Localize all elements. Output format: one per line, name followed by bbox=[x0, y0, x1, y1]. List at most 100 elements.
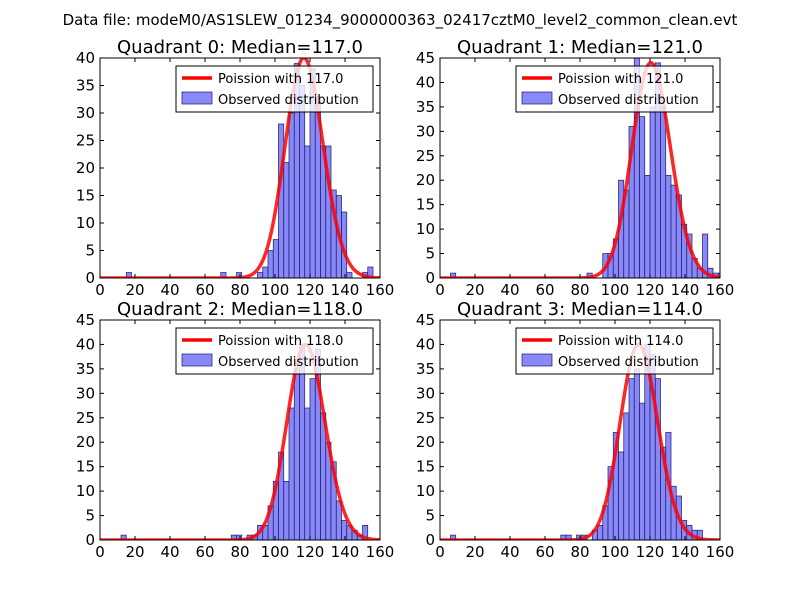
y-tick-label: 20 bbox=[76, 159, 95, 177]
legend-bar-swatch bbox=[521, 353, 553, 367]
x-tick-label: 80 bbox=[570, 543, 589, 561]
histogram-bar bbox=[670, 184, 677, 278]
y-tick-label: 40 bbox=[416, 73, 435, 91]
legend: Poission with 121.0 Observed distribution bbox=[515, 65, 714, 113]
histogram-bar bbox=[649, 106, 656, 278]
histogram-bar bbox=[257, 272, 264, 278]
panel-title: Quadrant 2: Median=118.0 bbox=[117, 299, 363, 320]
x-tick-label: 80 bbox=[230, 281, 249, 299]
x-tick-label: 20 bbox=[465, 543, 484, 561]
x-tick-label: 40 bbox=[160, 543, 179, 561]
y-tick-label: 0 bbox=[85, 531, 95, 549]
x-tick-label: 80 bbox=[230, 543, 249, 561]
x-tick-label: 0 bbox=[435, 543, 445, 561]
y-tick-label: 5 bbox=[85, 507, 95, 525]
histogram-bar bbox=[633, 368, 640, 540]
x-tick-label: 40 bbox=[500, 543, 519, 561]
y-tick-label: 30 bbox=[416, 122, 435, 140]
x-tick-label: 160 bbox=[706, 543, 735, 561]
legend-bar-swatch bbox=[521, 91, 553, 105]
histogram-bar bbox=[367, 266, 374, 278]
y-tick-label: 25 bbox=[416, 409, 435, 427]
y-tick-label: 10 bbox=[76, 482, 95, 500]
histogram-bar bbox=[283, 162, 290, 278]
x-tick-label: 40 bbox=[500, 281, 519, 299]
histogram-bar bbox=[267, 250, 274, 278]
x-tick-label: 0 bbox=[435, 281, 445, 299]
y-tick-label: 5 bbox=[425, 245, 435, 263]
x-tick-label: 80 bbox=[570, 281, 589, 299]
histogram-bar bbox=[696, 529, 703, 540]
y-tick-label: 35 bbox=[416, 98, 435, 116]
legend-line-label: Poission with 117.0 bbox=[218, 72, 343, 87]
panel-title: Quadrant 1: Median=121.0 bbox=[457, 37, 703, 58]
histogram-bar bbox=[299, 85, 306, 278]
x-tick-label: 120 bbox=[636, 281, 665, 299]
y-tick-label: 30 bbox=[416, 384, 435, 402]
y-tick-label: 25 bbox=[76, 409, 95, 427]
y-tick-label: 35 bbox=[76, 77, 95, 95]
x-tick-label: 160 bbox=[706, 281, 735, 299]
x-tick-label: 60 bbox=[195, 281, 214, 299]
x-tick-label: 20 bbox=[465, 281, 484, 299]
panel-title: Quadrant 0: Median=117.0 bbox=[117, 37, 363, 58]
histogram-bar bbox=[623, 412, 630, 540]
histogram-bar bbox=[639, 116, 646, 278]
panel-quadrant-1: Quadrant 1: Median=121.0 0 20 40 60 80 100 120 1… bbox=[416, 37, 734, 299]
legend-line-label: Poission with 114.0 bbox=[558, 334, 683, 349]
y-tick-label: 10 bbox=[76, 214, 95, 232]
x-tick-label: 140 bbox=[671, 543, 700, 561]
histogram-bars bbox=[125, 63, 374, 278]
y-tick-label: 45 bbox=[76, 311, 95, 329]
histogram-bar bbox=[309, 378, 316, 540]
y-tick-label: 5 bbox=[425, 507, 435, 525]
x-tick-label: 160 bbox=[366, 543, 395, 561]
x-tick-label: 20 bbox=[125, 281, 144, 299]
histogram-bar bbox=[278, 123, 285, 278]
histogram-bar bbox=[341, 520, 348, 540]
legend-bar-swatch bbox=[181, 353, 213, 367]
legend-bar-label: Observed distribution bbox=[558, 93, 699, 108]
figure-title: Data file: modeM0/AS1SLEW_01234_90000003… bbox=[63, 11, 738, 30]
y-tick-label: 15 bbox=[76, 458, 95, 476]
x-tick-label: 140 bbox=[671, 281, 700, 299]
y-tick-label: 30 bbox=[76, 384, 95, 402]
histogram-bar bbox=[293, 368, 300, 540]
panel-title: Quadrant 3: Median=114.0 bbox=[457, 299, 703, 320]
x-tick-label: 120 bbox=[296, 281, 325, 299]
histogram-bar bbox=[639, 402, 646, 540]
y-tick-label: 40 bbox=[416, 335, 435, 353]
y-tick-label: 20 bbox=[416, 171, 435, 189]
x-tick-label: 160 bbox=[366, 281, 395, 299]
histogram-bar bbox=[644, 174, 651, 278]
x-tick-label: 100 bbox=[601, 281, 630, 299]
x-tick-label: 60 bbox=[535, 281, 554, 299]
histogram-bar bbox=[618, 451, 625, 540]
panel-quadrant-0: Quadrant 0: Median=117.00 20 40 60 80 100 120 1… bbox=[76, 37, 394, 299]
x-tick-label: 140 bbox=[331, 281, 360, 299]
legend-bar-swatch bbox=[181, 91, 213, 105]
y-tick-label: 35 bbox=[76, 360, 95, 378]
y-tick-label: 40 bbox=[76, 49, 95, 67]
histogram-bar bbox=[346, 272, 353, 278]
y-tick-label: 25 bbox=[416, 147, 435, 165]
y-tick-label: 45 bbox=[416, 311, 435, 329]
x-tick-label: 40 bbox=[160, 281, 179, 299]
x-tick-label: 100 bbox=[601, 543, 630, 561]
legend: Poission with 117.0 Observed distribution bbox=[175, 65, 374, 113]
histogram-bar bbox=[304, 145, 311, 278]
x-tick-label: 120 bbox=[296, 543, 325, 561]
histogram-bar bbox=[220, 272, 227, 278]
panel-quadrant-3: Quadrant 3: Median=114.00 20 40 60 80 100 120 1… bbox=[416, 299, 734, 561]
y-tick-label: 15 bbox=[76, 187, 95, 205]
histogram-bar bbox=[304, 407, 311, 540]
y-tick-label: 5 bbox=[85, 242, 95, 260]
legend-bar-label: Observed distribution bbox=[218, 355, 359, 370]
y-tick-label: 25 bbox=[76, 132, 95, 150]
histogram-bar bbox=[450, 272, 457, 278]
histogram-bar bbox=[262, 266, 269, 278]
y-tick-label: 15 bbox=[416, 458, 435, 476]
y-tick-label: 45 bbox=[416, 49, 435, 67]
histogram-bar bbox=[288, 407, 295, 540]
